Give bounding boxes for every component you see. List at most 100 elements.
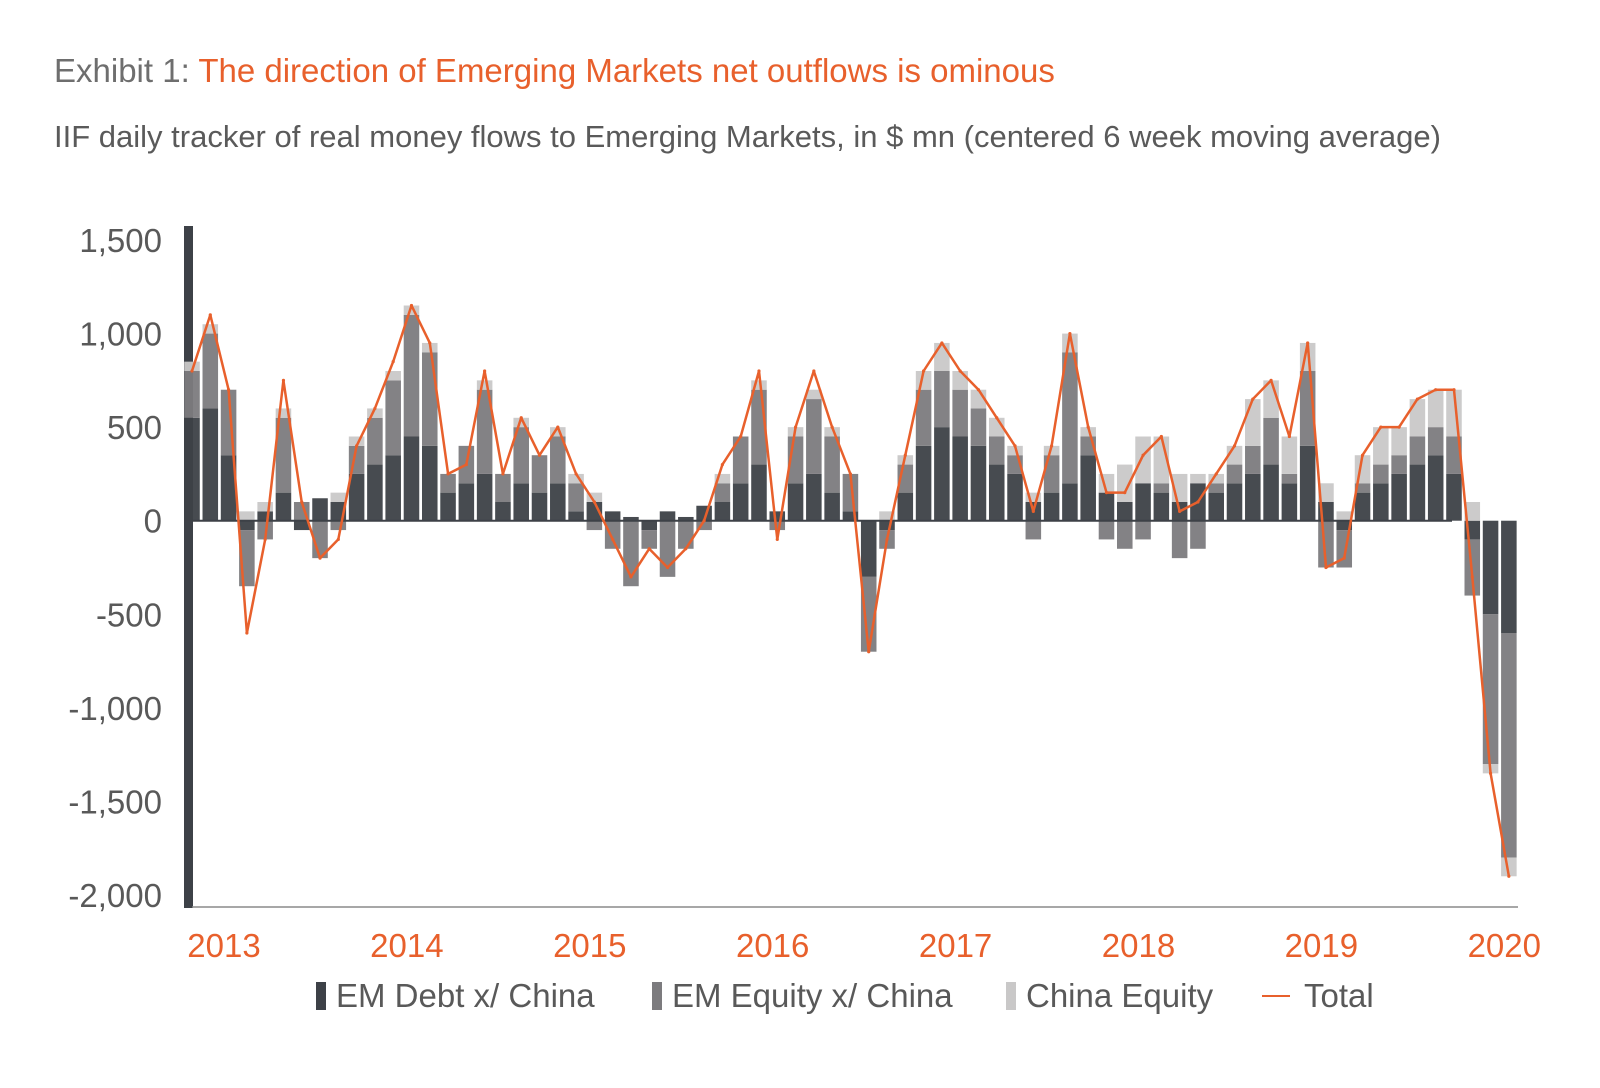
total-point	[629, 575, 633, 579]
total-point	[1068, 331, 1072, 336]
bar-china-equity	[1281, 436, 1298, 474]
bar-em-debt	[623, 516, 639, 521]
bar-em-debt	[824, 492, 840, 521]
bar-china-equity	[934, 342, 950, 371]
bar-em-debt	[659, 511, 676, 521]
total-point	[226, 388, 231, 392]
bar-em-debt	[842, 511, 859, 521]
y-tick-label: -2,000	[68, 877, 162, 914]
bar-em-debt	[915, 445, 932, 521]
total-point	[1214, 472, 1218, 476]
total-point	[1013, 444, 1017, 448]
total-point	[1434, 388, 1438, 392]
bar-em-debt	[1043, 492, 1060, 521]
bar-em-equity	[1208, 483, 1224, 493]
bar-china-equity	[385, 371, 401, 381]
bar-em-equity	[604, 520, 621, 549]
bar-em-debt	[403, 436, 420, 521]
bar-em-debt	[678, 516, 694, 521]
bar-em-equity	[1226, 464, 1243, 484]
x-tick-label: 2019	[1285, 927, 1358, 964]
legend: EM Debt x/ China EM Equity x/ China Chin…	[0, 972, 1600, 1020]
bar-china-equity	[1208, 473, 1224, 484]
total-point	[793, 425, 798, 429]
bar-em-equity	[1373, 464, 1389, 484]
total-point	[1269, 378, 1273, 382]
x-tick-label: 2016	[736, 927, 809, 964]
bar-em-debt	[293, 520, 310, 531]
total-point	[1031, 509, 1035, 513]
total-point	[976, 388, 981, 392]
bar-china-equity	[806, 389, 822, 400]
total-point	[391, 360, 395, 364]
bar-china-equity	[513, 417, 529, 428]
bar-em-equity	[678, 520, 694, 549]
bar-em-equity	[275, 417, 292, 493]
bar-em-debt	[1391, 473, 1407, 521]
total-point	[812, 369, 816, 373]
bar-em-equity	[586, 520, 603, 531]
bar-china-equity	[879, 511, 895, 521]
bar-em-equity	[1025, 520, 1042, 540]
bar-em-debt	[732, 483, 749, 521]
bar-em-debt	[1116, 502, 1133, 521]
total-point	[1507, 874, 1511, 878]
bar-em-debt	[1098, 492, 1115, 521]
total-point	[574, 472, 578, 476]
bar-em-debt	[897, 492, 914, 521]
total-point	[1178, 509, 1182, 513]
bar-china-equity	[751, 380, 767, 390]
bar-em-debt	[312, 498, 328, 521]
total-point	[1379, 425, 1383, 429]
legend-label-china-equity: China Equity	[1026, 977, 1214, 1014]
bar-em-debt	[1299, 445, 1316, 521]
total-point	[1251, 397, 1255, 401]
chart-title-main: The direction of Emerging Markets net ou…	[198, 52, 1055, 89]
total-point	[501, 472, 505, 476]
bar-em-debt	[988, 464, 1005, 521]
total-point	[1415, 397, 1420, 401]
total-point	[464, 462, 468, 467]
bar-china-equity	[550, 427, 566, 437]
total-point	[684, 547, 688, 551]
total-point	[1141, 453, 1145, 457]
bar-em-equity	[476, 389, 493, 474]
total-point	[519, 416, 523, 420]
x-tick-label: 2018	[1102, 927, 1175, 964]
bar-em-equity	[330, 520, 347, 531]
bar-em-equity	[1391, 455, 1407, 474]
bar-em-debt	[751, 464, 767, 521]
y-tick-label: -1,000	[68, 690, 162, 727]
bar-china-equity	[1464, 502, 1481, 521]
y-tick-label: 1,500	[79, 222, 162, 259]
bar-em-debt	[1135, 483, 1151, 521]
bar-china-equity	[1245, 399, 1261, 446]
bar-em-debt	[495, 502, 511, 521]
legend-swatch-em-debt	[316, 982, 326, 1010]
total-point	[995, 416, 999, 420]
bar-em-debt	[1501, 520, 1517, 633]
bar-em-debt	[1153, 492, 1170, 521]
bar-china-equity	[1501, 857, 1517, 877]
total-point	[1086, 425, 1090, 429]
legend-swatch-china-equity	[1006, 982, 1016, 1010]
total-point	[1470, 575, 1474, 579]
bar-em-debt	[787, 483, 804, 521]
total-point	[1306, 341, 1310, 345]
bar-em-debt	[1446, 473, 1462, 521]
total-point	[428, 341, 432, 345]
bar-china-equity	[1025, 492, 1042, 502]
bar-china-equity	[367, 408, 383, 418]
y-tick-label: 1,000	[79, 316, 162, 353]
legend-swatch-em-equity	[652, 982, 662, 1010]
bar-em-debt	[879, 520, 895, 531]
total-point	[867, 650, 871, 654]
bar-em-debt	[385, 455, 401, 521]
total-point	[263, 537, 267, 542]
bar-em-equity	[184, 371, 200, 418]
total-point	[409, 303, 414, 308]
bar-em-equity	[806, 399, 822, 474]
x-tick-label: 2015	[553, 927, 626, 964]
bar-em-debt	[1062, 483, 1078, 521]
legend-item-total: Total	[1262, 972, 1374, 1020]
